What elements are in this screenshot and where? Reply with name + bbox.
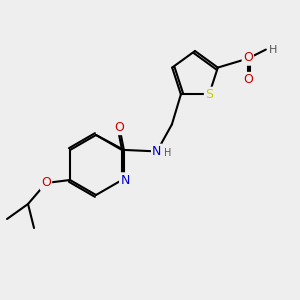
Text: O: O [243, 73, 253, 86]
Text: N: N [120, 173, 130, 187]
Text: H: H [164, 148, 171, 158]
Text: S: S [205, 88, 213, 101]
Text: H: H [269, 45, 278, 55]
Text: O: O [115, 121, 124, 134]
Text: O: O [41, 176, 51, 190]
Text: O: O [243, 52, 253, 64]
Text: N: N [152, 145, 162, 158]
